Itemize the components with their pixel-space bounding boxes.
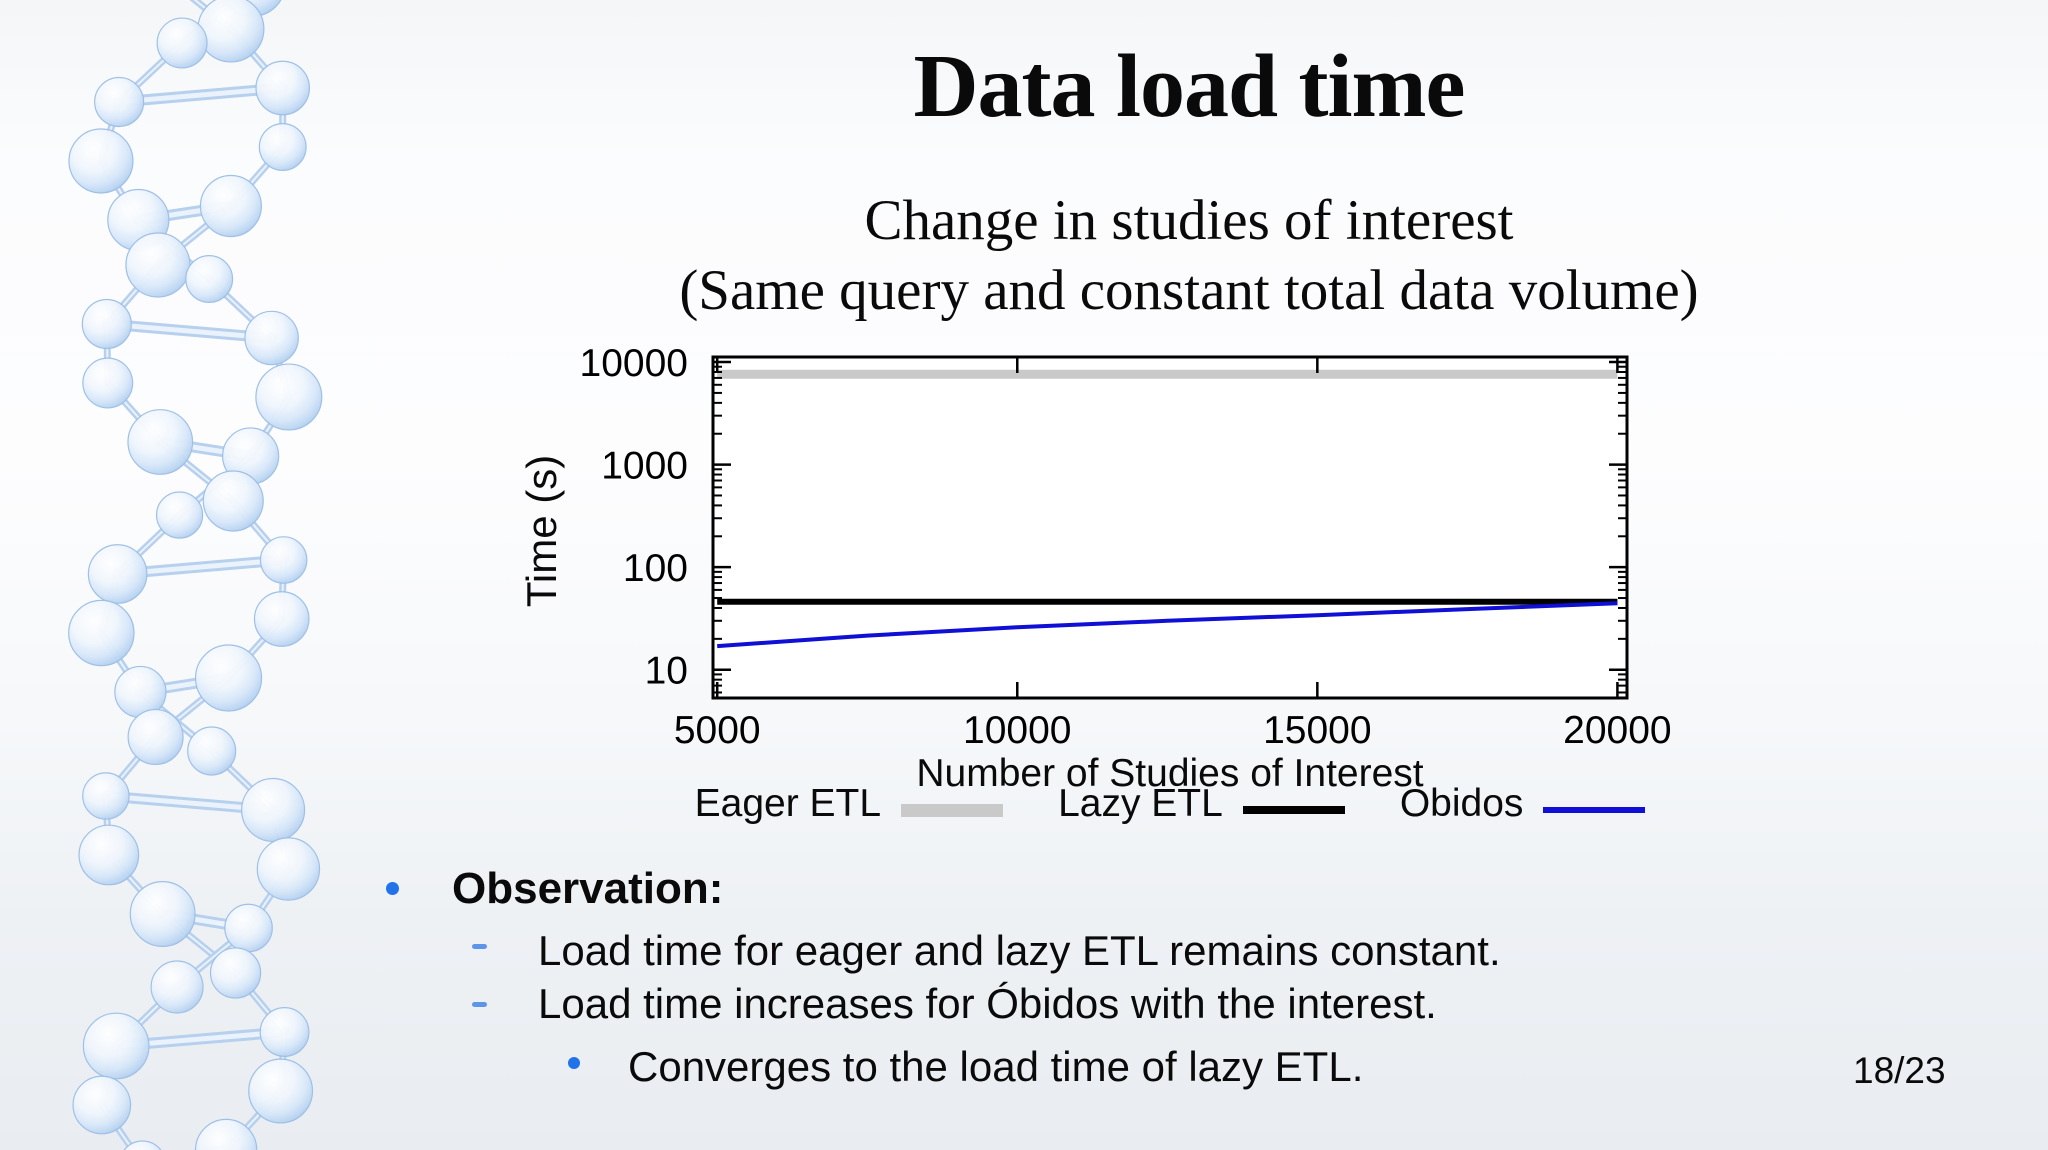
- legend-item-obidos: Obidos: [1399, 782, 1646, 826]
- helix-ball: [82, 1012, 150, 1080]
- helix-ball: [185, 255, 234, 303]
- bullet-item-increases: Load time increases for Óbidos with the …: [538, 980, 1437, 1027]
- helix-ball: [241, 777, 306, 843]
- y-tick-label: 10: [645, 650, 688, 693]
- bullet-item-converges: Converges to the load time of lazy ETL.: [628, 1043, 1364, 1090]
- page-subtitle: Change in studies of interest (Same quer…: [330, 186, 2048, 326]
- page-title: Data load time: [913, 37, 1466, 136]
- x-tick-label: 10000: [963, 709, 1071, 752]
- helix-ball: [202, 470, 264, 532]
- x-tick-label: 20000: [1563, 709, 1671, 752]
- legend-item-eager-etl: Eager ETL: [694, 782, 1004, 826]
- plot-frame: [711, 355, 1629, 700]
- helix-ball: [82, 772, 130, 820]
- helix-ball: [81, 298, 132, 350]
- legend-label-obidos: Obidos: [1399, 782, 1524, 825]
- subtitle-line-1: Change in studies of interest: [864, 189, 1514, 252]
- helix-ball: [259, 1007, 310, 1057]
- helix-ball: [248, 1058, 314, 1124]
- helix-ball: [127, 708, 184, 766]
- helix-ball: [258, 123, 307, 171]
- helix-ball: [255, 363, 323, 431]
- y-tick-label: 1000: [601, 445, 688, 488]
- bullet-dot-icon: [386, 882, 399, 895]
- subtitle-line-2: (Same query and constant total data volu…: [679, 259, 1699, 322]
- page-indicator: 18/23: [1853, 1050, 1946, 1091]
- helix-ball: [72, 1075, 132, 1135]
- x-tick-label: 5000: [674, 709, 761, 752]
- helix-ball: [259, 536, 308, 584]
- legend-item-lazy-etl: Lazy ETL: [1058, 782, 1345, 826]
- dna-helix-decoration: [68, 0, 323, 1150]
- helix-ball: [209, 947, 262, 999]
- helix-ball: [68, 128, 134, 194]
- y-tick-label: 100: [623, 547, 688, 590]
- bullet-dash-icon: [472, 1002, 487, 1007]
- y-axis-label: Time (s): [518, 454, 565, 608]
- helix-ball: [82, 357, 134, 409]
- helix-ball: [256, 837, 321, 901]
- helix-ball: [199, 174, 262, 238]
- helix-ball: [224, 903, 273, 953]
- bullet-dash-icon: [472, 944, 487, 949]
- legend-swatch-eager-etl: [901, 803, 1004, 817]
- helix-ball: [194, 644, 263, 712]
- bullet-item-constant: Load time for eager and lazy ETL remains…: [538, 927, 1501, 974]
- dna-helix-decoration: [68, 0, 323, 1150]
- helix-ball: [156, 17, 208, 69]
- bullet-dot-icon: [568, 1057, 580, 1069]
- helix-ball: [94, 76, 145, 128]
- helix-ball: [127, 409, 194, 475]
- helix-rod-highlight: [116, 85, 286, 105]
- helix-rod-highlight: [104, 321, 275, 341]
- helix-ball: [123, 1140, 162, 1150]
- helix-ball: [68, 599, 135, 667]
- legend-swatch-obidos: [1543, 807, 1646, 814]
- helix-ball: [187, 726, 237, 776]
- chart-legend: Eager ETL Lazy ETL Obidos: [695, 782, 1646, 826]
- bullet-observation: Observation:: [452, 864, 724, 913]
- x-axis-label: Number of Studies of Interest: [916, 752, 1424, 795]
- legend-label-eager-etl: Eager ETL: [694, 782, 882, 825]
- helix-ball: [155, 491, 204, 539]
- legend-swatch-lazy-etl: [1242, 806, 1345, 815]
- x-tick-label: 15000: [1263, 709, 1371, 752]
- helix-ball: [194, 1118, 258, 1150]
- helix-ball: [197, 0, 265, 63]
- helix-ball: [129, 881, 196, 947]
- helix-ball: [87, 544, 148, 604]
- y-tick-label: 10000: [580, 342, 688, 385]
- helix-ball: [78, 824, 140, 886]
- helix-ball: [125, 232, 191, 298]
- helix-ball: [150, 960, 204, 1014]
- helix-ball: [255, 60, 311, 116]
- series-line-obidos: [717, 601, 1618, 649]
- plot-area: [713, 357, 1627, 698]
- helix-ball: [244, 310, 299, 366]
- legend-label-lazy-etl: Lazy ETL: [1058, 782, 1223, 825]
- helix-ball: [253, 591, 310, 647]
